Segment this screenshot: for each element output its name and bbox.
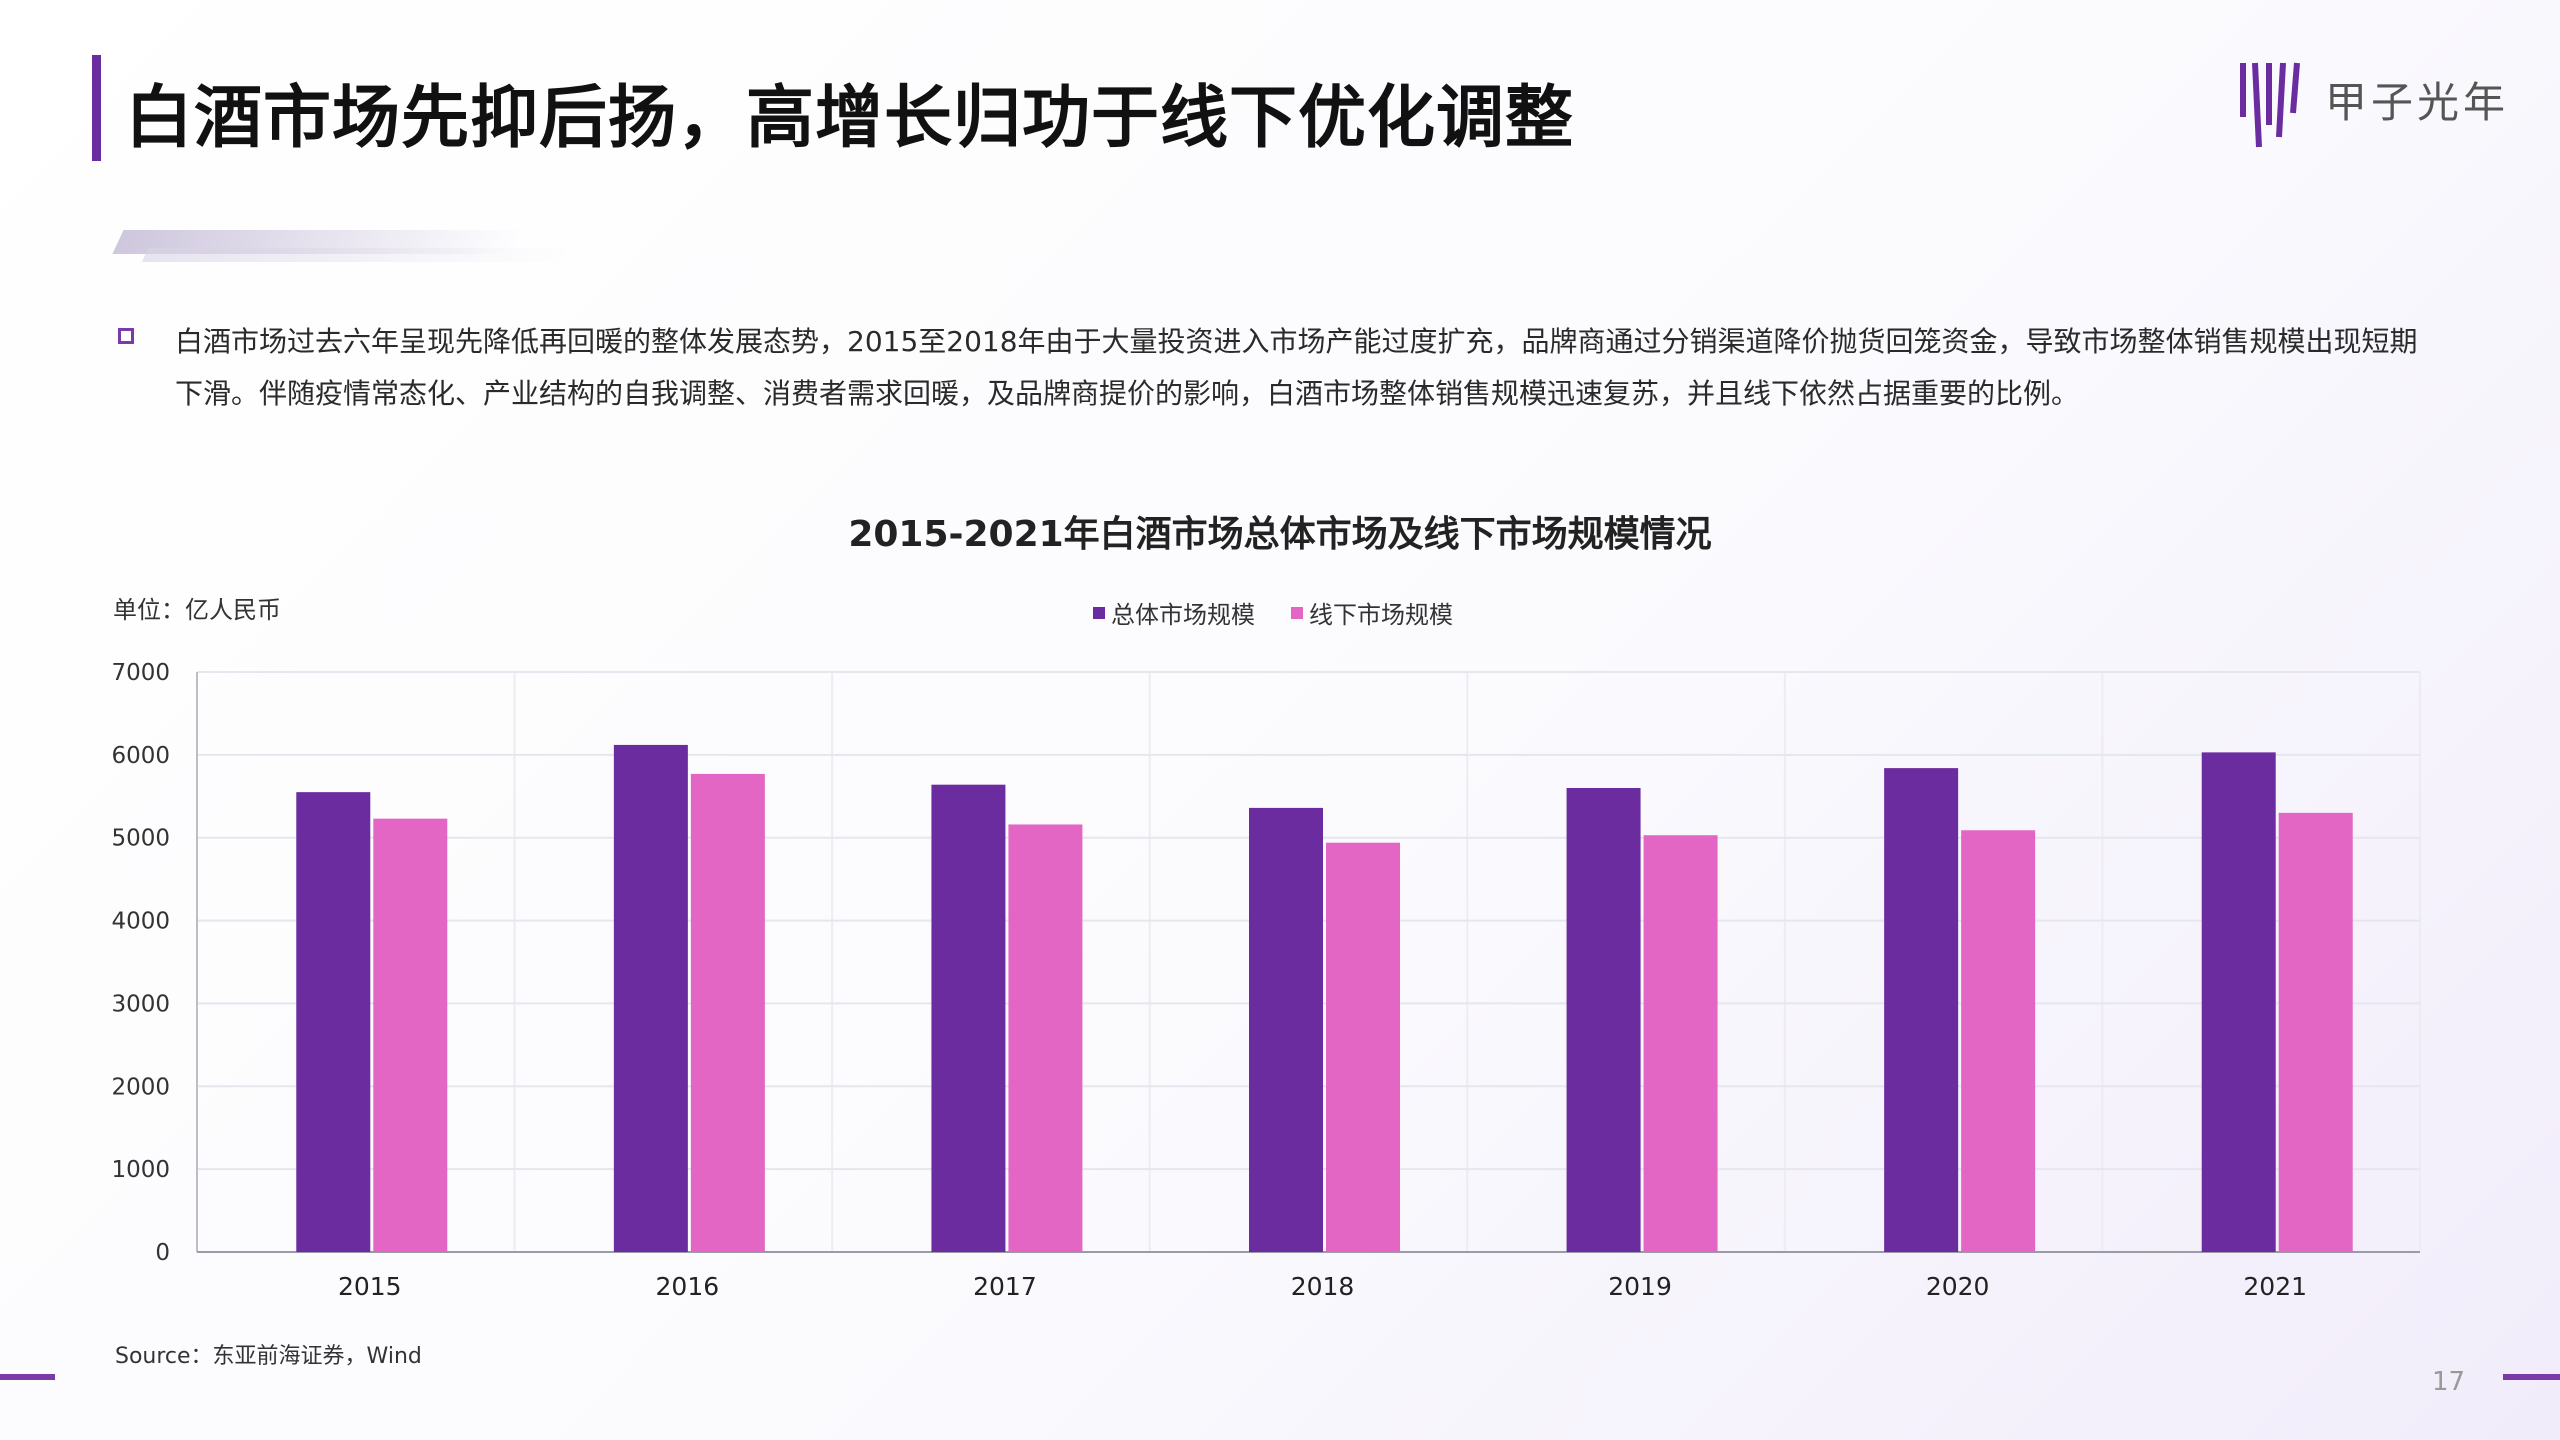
legend-swatch-total [1093, 606, 1105, 619]
bar-offline-2017 [1008, 824, 1083, 1252]
chart-title: 2015-2021年白酒市场总体市场及线下市场规模情况 [848, 514, 1712, 555]
legend-item-total: 总体市场规模 [1093, 595, 1255, 630]
bar-total-2020 [1884, 768, 1959, 1252]
bullet-icon [118, 328, 134, 344]
bar-total-2017 [931, 784, 1006, 1252]
bar-total-2015 [296, 792, 371, 1252]
bar-offline-2015 [373, 818, 448, 1252]
page-title: 白酒市场先抑后扬，高增长归功于线下优化调整 [125, 79, 1575, 158]
bar-total-2018 [1249, 807, 1323, 1252]
bar-total-2019 [1566, 788, 1641, 1252]
bar-offline-2016 [690, 773, 765, 1252]
y-tick-label: 7000 [111, 660, 170, 686]
legend-item-offline: 线下市场规模 [1291, 595, 1453, 630]
x-tick-label: 2021 [2243, 1272, 2307, 1301]
x-tick-label: 2016 [656, 1272, 720, 1301]
y-tick-label: 5000 [111, 826, 170, 852]
bar-offline-2019 [1643, 835, 1718, 1252]
chart-unit-label: 单位：亿人民币 [113, 596, 281, 624]
summary-paragraph: 白酒市场过去六年呈现先降低再回暖的整体发展态势，2015至2018年由于大量投资… [175, 325, 2418, 410]
page-number: 17 [2432, 1367, 2466, 1397]
bar-offline-2018 [1326, 842, 1400, 1252]
bar-total-2021 [2201, 752, 2276, 1252]
source-note: Source：东亚前海证券，Wind [115, 1344, 422, 1369]
legend-label-total: 总体市场规模 [1111, 601, 1255, 629]
x-tick-label: 2019 [1608, 1272, 1672, 1301]
title-accent-bar [92, 55, 101, 161]
brand-logo: 甲子光年 [2235, 55, 2515, 165]
y-tick-label: 6000 [111, 743, 170, 769]
y-tick-label: 4000 [111, 909, 170, 935]
bar-offline-2021 [2278, 812, 2353, 1252]
legend-swatch-offline [1291, 606, 1303, 619]
x-tick-label: 2015 [338, 1272, 402, 1301]
logo-mark-icon [2240, 62, 2300, 148]
edge-accent-right [2503, 1374, 2560, 1380]
x-tick-label: 2020 [1926, 1272, 1990, 1301]
y-tick-label: 0 [155, 1240, 170, 1266]
bar-total-2016 [613, 744, 688, 1252]
chart-legend: 总体市场规模 线下市场规模 [1093, 595, 1453, 630]
x-tick-label: 2018 [1291, 1272, 1355, 1301]
y-tick-label: 2000 [111, 1074, 170, 1100]
y-tick-label: 1000 [111, 1157, 170, 1183]
edge-accent-left [0, 1374, 55, 1380]
logo-text: 甲子光年 [2325, 78, 2510, 127]
y-tick-label: 3000 [111, 991, 170, 1017]
legend-label-offline: 线下市场规模 [1309, 601, 1453, 629]
bar-offline-2020 [1961, 830, 2036, 1252]
x-tick-label: 2017 [973, 1272, 1037, 1301]
